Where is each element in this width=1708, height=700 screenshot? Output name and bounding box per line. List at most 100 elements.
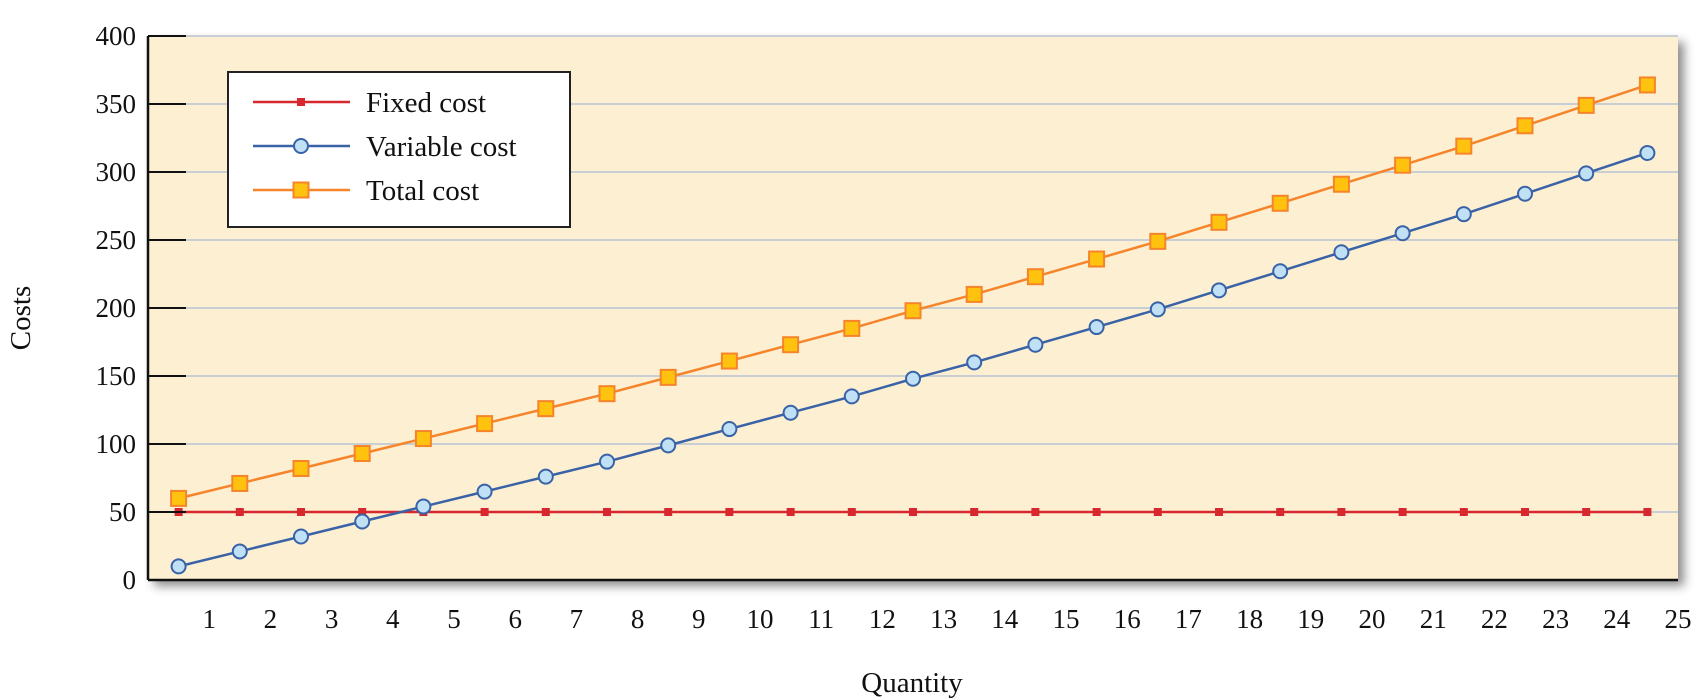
- x-tick-label: 6: [508, 604, 522, 634]
- data-point: [598, 385, 616, 403]
- x-tick-label: 8: [631, 604, 645, 634]
- data-point: [664, 508, 673, 516]
- x-tick-label: 2: [264, 604, 278, 634]
- data-point: [970, 508, 979, 516]
- data-point: [1215, 508, 1223, 516]
- data-point: [537, 400, 555, 418]
- legend-marker: [292, 181, 310, 199]
- x-tick-label: 10: [747, 604, 774, 634]
- x-tick-label: 20: [1359, 604, 1386, 634]
- data-point: [786, 508, 795, 516]
- data-point: [659, 368, 677, 386]
- x-tick-label: 14: [991, 604, 1019, 634]
- data-point: [782, 404, 799, 421]
- data-point: [603, 508, 611, 516]
- data-point: [1639, 144, 1656, 161]
- data-point: [235, 508, 244, 516]
- y-tick-label: 200: [96, 293, 137, 323]
- x-axis-title: Quantity: [861, 667, 963, 699]
- y-tick-label: 0: [123, 565, 137, 595]
- data-point: [843, 388, 860, 405]
- data-point: [782, 336, 800, 354]
- data-point: [720, 352, 738, 370]
- data-point: [1337, 508, 1346, 516]
- data-point: [721, 421, 738, 438]
- data-point: [1149, 301, 1166, 318]
- legend-marker: [297, 98, 305, 106]
- data-point: [1459, 508, 1468, 516]
- data-point: [1088, 319, 1105, 336]
- data-point: [965, 285, 983, 303]
- data-point: [1031, 508, 1040, 516]
- legend: Fixed cost Variable cost Total cost: [227, 71, 571, 228]
- data-point: [1088, 250, 1106, 268]
- x-tick-label: 17: [1175, 604, 1202, 634]
- series-variable-cost: [170, 144, 1656, 575]
- data-point: [1333, 244, 1350, 261]
- x-tick-label: 1: [202, 604, 216, 634]
- x-tick-label: 11: [808, 604, 834, 634]
- x-tick-label: 3: [325, 604, 339, 634]
- data-point: [905, 370, 921, 387]
- legend-label: Total cost: [366, 175, 479, 207]
- legend-label: Variable cost: [366, 131, 517, 163]
- x-tick-label: 21: [1420, 604, 1447, 634]
- data-point: [1027, 336, 1044, 353]
- data-point: [1026, 268, 1044, 286]
- data-point: [541, 508, 550, 516]
- legend-box: [227, 71, 571, 228]
- data-point: [966, 354, 983, 371]
- x-tick-label: 15: [1053, 604, 1080, 634]
- data-point: [292, 459, 310, 477]
- y-tick-label: 250: [96, 225, 137, 255]
- data-point: [1211, 282, 1227, 299]
- x-tick-label: 4: [386, 604, 400, 634]
- data-point: [1398, 508, 1407, 516]
- x-tick-label: 18: [1236, 604, 1263, 634]
- data-point: [358, 508, 367, 516]
- data-point: [843, 319, 861, 337]
- y-tick-label: 150: [96, 361, 137, 391]
- data-point: [904, 302, 922, 320]
- y-tick-label: 100: [96, 429, 137, 459]
- data-point: [1394, 225, 1411, 242]
- x-tick-label: 9: [692, 604, 706, 634]
- x-tick-label: 12: [869, 604, 896, 634]
- data-point: [480, 508, 489, 516]
- data-point: [297, 508, 305, 516]
- data-point: [1582, 508, 1591, 516]
- data-point: [537, 468, 554, 485]
- data-point: [599, 453, 615, 470]
- axes: [146, 35, 1678, 582]
- data-point: [1272, 263, 1289, 280]
- data-point: [1521, 508, 1529, 516]
- x-tick-label: 24: [1603, 604, 1631, 634]
- data-point: [354, 513, 371, 530]
- x-tick-label: 16: [1114, 604, 1141, 634]
- data-point: [1517, 185, 1533, 202]
- legend-item: Fixed cost: [253, 87, 486, 119]
- series-layer: [170, 76, 1656, 575]
- data-point: [909, 508, 917, 516]
- y-tick-label: 350: [96, 89, 137, 119]
- data-point: [1643, 508, 1652, 516]
- data-point: [1149, 232, 1167, 250]
- data-point: [1455, 137, 1473, 155]
- data-point: [476, 415, 494, 433]
- data-point: [231, 543, 248, 560]
- x-tick-label: 19: [1297, 604, 1324, 634]
- x-tick-label: 22: [1481, 604, 1508, 634]
- data-point: [847, 508, 856, 516]
- data-point: [1394, 156, 1412, 174]
- data-point: [660, 437, 677, 454]
- x-tick-label: 7: [570, 604, 584, 634]
- data-point: [170, 558, 187, 575]
- data-point: [1577, 96, 1595, 114]
- y-tick-label: 50: [109, 497, 136, 527]
- y-tick-label: 300: [96, 157, 137, 187]
- series-total-cost: [170, 76, 1656, 507]
- legend-item: Variable cost: [253, 131, 517, 163]
- legend-item: Total cost: [253, 175, 479, 207]
